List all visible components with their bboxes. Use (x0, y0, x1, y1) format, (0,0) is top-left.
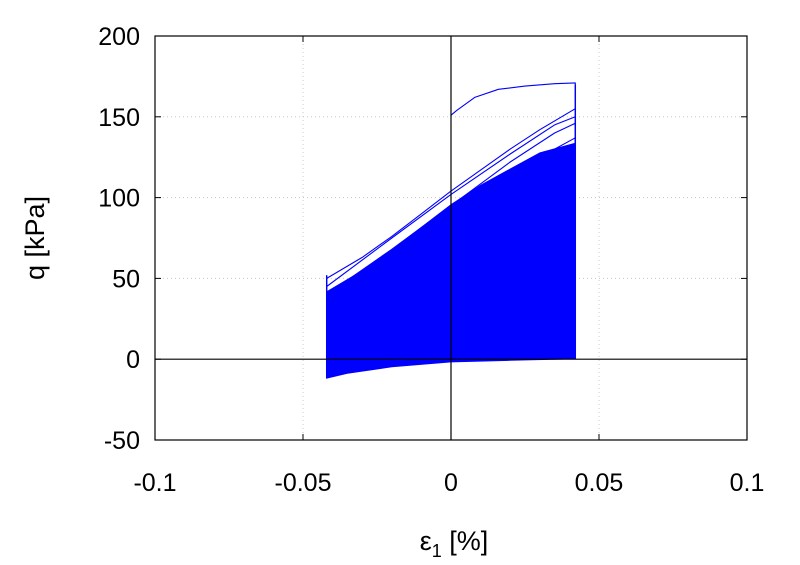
cycle-curve (326, 155, 576, 320)
y-tick-label: 50 (112, 265, 140, 293)
cycle-curve (326, 203, 576, 344)
y-tick-label: 200 (98, 23, 140, 51)
x-axis-label: ε1 [%] (420, 526, 489, 561)
x-tick-labels: -0.1 -0.05 0 0.05 0.1 (133, 469, 764, 497)
y-tick-label: 0 (126, 346, 140, 374)
first-loading-curve (450, 82, 576, 117)
cycle-curve (326, 229, 576, 355)
x-tick-label: -0.1 (133, 469, 176, 497)
cycle-curve (326, 177, 576, 331)
x-tick-label: 0.1 (730, 469, 765, 497)
y-axis-label: q [kPa] (20, 196, 50, 280)
cycle-curve (326, 137, 576, 307)
plot-frame (154, 35, 748, 441)
x-tick-label: 0 (444, 469, 458, 497)
y-tick-labels: -50 0 50 100 150 200 (98, 23, 140, 455)
cycle-curve (326, 122, 576, 296)
x-tick-label: 0.05 (575, 469, 624, 497)
x-tick-label: -0.05 (275, 469, 332, 497)
cycle-curve (326, 116, 576, 288)
zero-lines (154, 35, 748, 441)
y-tick-label: -50 (104, 427, 140, 455)
y-tick-label: 150 (98, 104, 140, 132)
y-tick-label: 100 (98, 185, 140, 213)
